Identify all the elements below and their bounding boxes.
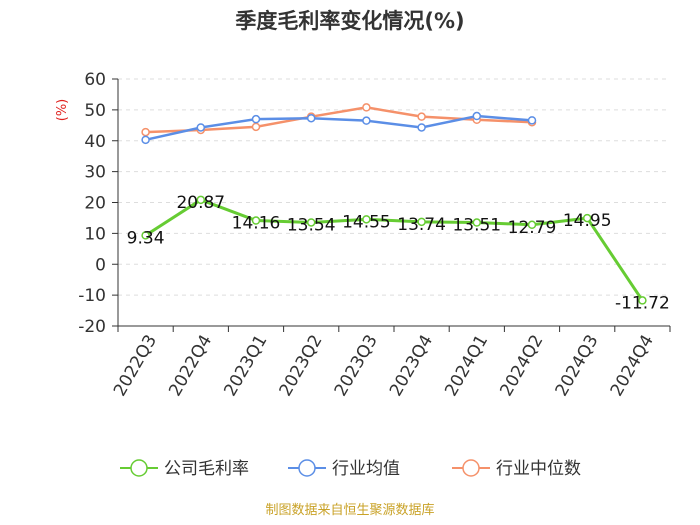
data-point [417,123,426,132]
data-point [417,112,426,121]
data-point [251,216,261,225]
y-tick-label: 50 [84,101,106,121]
data-point [472,111,482,121]
data-label: 14.16 [232,214,281,234]
y-tick-label: -20 [78,317,106,337]
data-point [638,296,647,305]
series-line [144,198,644,302]
y-tick-label: 0 [95,255,106,275]
data-point [306,218,316,227]
y-tick-label: 20 [84,194,106,214]
x-tick-label: 2023Q4 [386,331,437,399]
x-tick-label: 2023Q1 [220,331,271,399]
data-point [196,195,206,205]
series-group [141,103,647,305]
legend: 公司毛利率 行业均值 行业中位数 [120,459,581,479]
y-tick-label: 40 [84,132,106,152]
x-tick-label: 2024Q3 [552,331,603,399]
x-tick-label: 2022Q4 [165,331,216,399]
legend-label: 行业中位数 [496,459,581,479]
source-note: 制图数据来自恒生聚源数据库 [265,502,434,518]
data-label: 13.51 [452,216,501,236]
legend-marker [462,459,480,477]
data-label: 13.74 [397,215,446,235]
data-point [362,103,371,112]
data-point [141,135,150,145]
data-label: 9.34 [127,228,165,248]
y-tick-label: 30 [84,163,106,183]
data-label: 20.87 [176,193,225,213]
data-label: 12.79 [508,218,557,238]
data-label: 13.54 [287,215,336,235]
series-line [145,106,533,134]
data-point [251,114,261,124]
data-point [196,123,206,132]
legend-label: 公司毛利率 [164,459,249,479]
y-axis-label: (%) [55,99,70,122]
data-point [306,113,316,123]
x-tick-label: 2023Q3 [331,331,382,399]
x-tick-label: 2024Q4 [607,331,658,399]
legend-label: 行业均值 [332,459,400,479]
data-point [527,116,537,125]
y-tick-label: 10 [84,224,106,244]
data-label: -11.72 [615,293,670,313]
data-point [362,215,371,224]
data-labels: 9.34 20.87 14.16 13.54 14.55 13.74 13.51 12.79 1… [127,193,670,314]
chart-title: 季度毛利率变化情况(%) [235,9,464,33]
y-tick-label: 60 [84,70,106,90]
data-point [251,122,261,132]
data-point [527,220,537,230]
data-point [417,217,426,227]
legend-marker [130,459,148,477]
data-point [141,231,150,240]
x-tick-label: 2024Q1 [441,331,492,399]
data-point [582,213,592,223]
data-point [472,218,482,227]
data-label: 14.55 [342,212,391,232]
x-tick-label: 2024Q2 [496,331,547,399]
y-tick-label: -10 [78,286,106,306]
x-tick-label: 2023Q2 [276,331,327,399]
data-label: 14.95 [563,211,612,231]
legend-marker [298,459,316,477]
x-tick-label: 2022Q3 [110,331,161,399]
data-point [141,127,150,137]
data-point [362,116,371,125]
series-line [145,114,533,142]
